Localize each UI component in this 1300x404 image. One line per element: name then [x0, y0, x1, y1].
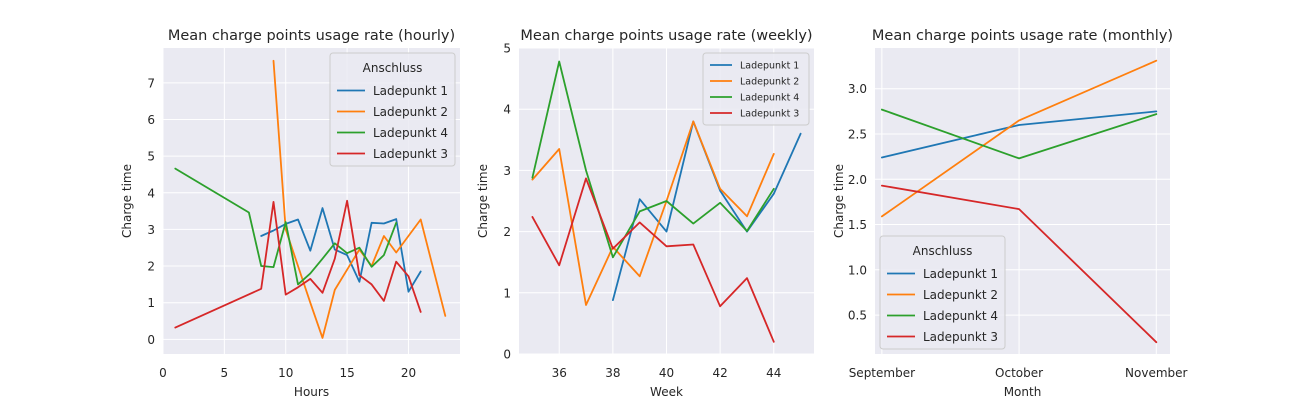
y-tick-label: 1: [503, 286, 511, 300]
legend-label: Ladepunkt 3: [923, 330, 998, 344]
y-tick-label: 1.0: [848, 263, 867, 277]
legend-title: Anschluss: [363, 61, 423, 75]
chart-panel-3: September October November 0.5 1.0 1.5 2.0 2.5 3…: [832, 28, 1188, 399]
x-tick-label: 10: [278, 366, 293, 380]
legend-box: [329, 52, 456, 167]
x-axis-label: Hours: [294, 385, 329, 399]
y-tick-label: 2.0: [848, 173, 867, 187]
y-tick-label: 4: [147, 186, 155, 200]
series-line-2: [272, 59, 447, 339]
series-line-3: [531, 60, 775, 259]
x-axis-label: Week: [650, 385, 683, 399]
y-axis-label: Charge time: [476, 164, 490, 238]
y-tick-label: 3: [147, 223, 155, 237]
y-tick-label: 5: [503, 42, 511, 56]
series-line-3: [881, 108, 1158, 160]
y-tick-label: 4: [503, 103, 511, 117]
legend-label: Ladepunkt 2: [923, 288, 998, 302]
legend-label: Ladepunkt 1: [373, 84, 448, 98]
y-tick-label: 5: [147, 150, 155, 164]
legend-label: Ladepunkt 1: [923, 267, 998, 281]
x-tick-label: 40: [659, 366, 674, 380]
legend-box: [702, 52, 810, 126]
chart-title: Mean charge points usage rate (hourly): [168, 28, 455, 44]
y-tick-label: 1.5: [848, 218, 867, 232]
series-line-1: [260, 207, 422, 293]
chart-panel-1: 0 5 10 15 20 0 1 2 3 4 5 6 7 Mean charge points usage…: [120, 28, 460, 399]
y-tick-label: 2: [147, 260, 155, 274]
series-line-4: [531, 177, 775, 343]
legend-label: Ladepunkt 2: [740, 76, 799, 87]
y-tick-label: 3.0: [848, 82, 867, 96]
series-line-4: [174, 199, 422, 329]
y-tick-label: 0: [503, 348, 511, 362]
legend-label: Ladepunkt 3: [373, 147, 448, 161]
chart-title: Mean charge points usage rate (weekly): [520, 28, 812, 44]
x-tick-label: 38: [605, 366, 620, 380]
y-tick-label: 3: [503, 164, 511, 178]
x-tick-label: 0: [159, 366, 167, 380]
chart-panel-2: 36 38 40 42 44 0 1 2 3 4 5 Mean charge points usage…: [476, 28, 814, 399]
y-tick-label: 1: [147, 296, 155, 310]
x-tick-label: November: [1125, 366, 1187, 380]
legend-title: Anschluss: [913, 244, 973, 258]
x-tick-label: 20: [401, 366, 416, 380]
y-axis-label: Charge time: [832, 164, 846, 238]
legend: Anschluss Ladepunkt 1 Ladepunkt 2 Ladepunkt…: [329, 52, 456, 167]
series-line-3: [174, 167, 398, 286]
x-tick-label: 44: [766, 366, 781, 380]
x-tick-label: October: [995, 366, 1043, 380]
legend-label: Ladepunkt 4: [373, 126, 448, 140]
y-tick-label: 2: [503, 225, 511, 239]
legend-label: Ladepunkt 4: [923, 309, 998, 323]
y-tick-label: 0.5: [848, 309, 867, 323]
series-line-2: [531, 120, 775, 306]
x-tick-label: 36: [552, 366, 567, 380]
series-line-4: [881, 184, 1158, 344]
y-tick-label: 7: [147, 76, 155, 90]
legend: Ladepunkt 1 Ladepunkt 2 Ladepunkt 4 Ladepun…: [702, 52, 810, 126]
series-line-1: [881, 110, 1158, 159]
y-tick-label: 0: [147, 333, 155, 347]
x-tick-label: 5: [221, 366, 229, 380]
legend-label: Ladepunkt 3: [740, 108, 799, 119]
x-tick-label: September: [849, 366, 915, 380]
legend-box: [879, 235, 1006, 350]
legend-label: Ladepunkt 4: [740, 92, 799, 103]
legend: Anschluss Ladepunkt 1 Ladepunkt 2 Ladepunkt…: [879, 235, 1006, 350]
series-line-2: [881, 59, 1158, 218]
y-axis-label: Charge time: [120, 164, 134, 238]
y-tick-label: 2.5: [848, 128, 867, 142]
legend-label: Ladepunkt 2: [373, 105, 448, 119]
x-tick-label: 42: [712, 366, 727, 380]
x-axis-label: Month: [1004, 385, 1042, 399]
y-tick-label: 6: [147, 113, 155, 127]
x-tick-label: 15: [339, 366, 354, 380]
legend-label: Ladepunkt 1: [740, 60, 799, 71]
chart-title: Mean charge points usage rate (monthly): [872, 28, 1173, 44]
